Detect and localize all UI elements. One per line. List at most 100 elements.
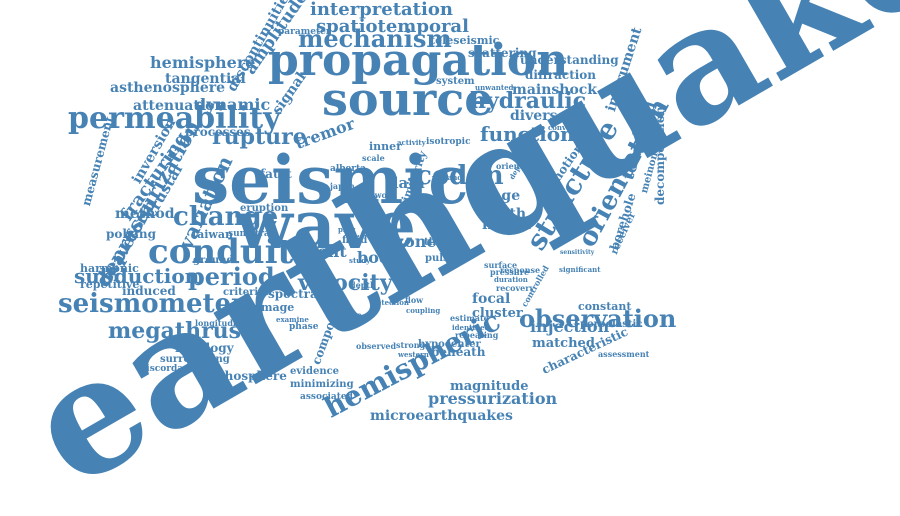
word-identified: identified (452, 323, 490, 333)
word-volcano: volcano (432, 173, 462, 183)
word-codon: codon (416, 161, 504, 192)
word-station: station (338, 312, 362, 320)
word-associated: associated (300, 391, 353, 402)
word-method: method (115, 205, 175, 222)
word-conduit: conduit (148, 231, 294, 272)
word-period: period (188, 261, 275, 291)
word-time: time (424, 237, 450, 248)
word-discordant: discordant (140, 363, 194, 374)
word-cluster: cluster (472, 305, 523, 321)
word-surface: surface (484, 259, 518, 270)
word-mainshock: mainshock (512, 81, 598, 98)
word-event: event (298, 242, 347, 262)
word-lithosphere: lithosphere (210, 369, 287, 384)
word-hypocenter: hypocenter (418, 339, 481, 350)
word-rheology: rheology (175, 341, 234, 356)
word-core: core (417, 201, 442, 212)
word-pressure: pressure (490, 266, 530, 277)
word-change: change (173, 202, 279, 233)
word-activity: activity (397, 138, 426, 148)
word-surrounding: surrounding (160, 354, 230, 365)
word-diffraction: diffraction (525, 68, 597, 83)
word-focal: focal (472, 290, 511, 307)
word-examine: examine (276, 315, 309, 325)
word-stage: stage (478, 187, 521, 204)
word-wave: wave (236, 186, 416, 265)
word-injection: injection (530, 317, 610, 337)
word-assessment: assessment (598, 348, 650, 359)
word-response: response (500, 264, 541, 275)
word-converted: converted (548, 123, 587, 133)
word-eruption: eruption (240, 203, 289, 214)
word-observed: observed (356, 340, 397, 351)
word-repeating: repeating (455, 329, 499, 340)
word-alberta: alberta (330, 163, 366, 174)
word-mechanism: mechanism (298, 23, 452, 53)
word-understanding: understanding (520, 53, 619, 68)
word-duration: duration (494, 275, 528, 285)
word-seismometer: seismometer (58, 289, 245, 320)
word-asthenosphere: asthenosphere (110, 79, 226, 96)
word-function: function (480, 122, 575, 146)
word-data: data (388, 174, 425, 192)
word-scattering: scattering (468, 46, 537, 61)
word-tangential: tangential (165, 70, 246, 87)
word-phase: phase (289, 321, 319, 332)
word-propagation: propagation (268, 34, 569, 86)
word-spatiotemporal: spatiotemporal (316, 15, 469, 37)
word-flow: flow (405, 294, 424, 305)
word-creek: creek (430, 224, 458, 235)
word-harmonic: harmonic (80, 262, 139, 276)
word-beneath: beneath (431, 345, 486, 360)
word-isotropic: isotropic (426, 136, 471, 147)
word-ground: ground (193, 255, 234, 266)
word-result: result (334, 317, 361, 328)
word-repetitive: repetitive (80, 278, 140, 292)
word-earth: earth (484, 205, 526, 222)
word-longitudinal: longitudinal (195, 317, 251, 328)
word-strong: strong (396, 339, 426, 350)
word-teleseismic: teleseismic (430, 34, 500, 48)
word-pulse: pulse (425, 253, 456, 264)
word-evidence: evidence (290, 366, 340, 377)
word-oriented: oriented (496, 160, 534, 171)
word-matched: matched (532, 335, 595, 351)
word-processes: processes (185, 125, 251, 140)
word-japan: japan (330, 180, 355, 191)
word-magnitude: magnitude (450, 378, 529, 394)
word-western: western (398, 350, 429, 360)
word-minimizing: minimizing (290, 379, 354, 390)
word-source: source (322, 72, 494, 127)
word-hydraulic: hydraulic (470, 88, 587, 115)
word-constant: constant (578, 300, 632, 314)
word-pohang: pohang (106, 227, 157, 242)
word-detection: detection (372, 298, 409, 308)
word-criterion: criterion (223, 287, 273, 298)
word-pressurization: pressurization (428, 389, 558, 409)
word-coupling: coupling (406, 306, 441, 316)
word-fault: fault (260, 167, 292, 182)
word-dynamic: dynamic (195, 95, 271, 115)
word-sensitivity: sensitivity (560, 249, 595, 257)
word-observation: observation (519, 303, 677, 333)
word-attenuation: attenuation (133, 97, 225, 114)
word-spectral: spectral (268, 287, 323, 302)
word-unwanted: unwanted (475, 83, 514, 93)
word-megathrust: megathrust (108, 318, 252, 345)
word-significant: significant (559, 265, 601, 275)
word-damage: damage (246, 301, 295, 315)
word-body: body (357, 248, 400, 268)
word-poroelastic: poroelastic (580, 319, 643, 330)
word-diverse: diverse (510, 107, 567, 124)
word-estimate: estimate (450, 312, 489, 323)
word-depth: depth (350, 279, 376, 290)
word-fluid: fluid (342, 235, 368, 246)
word-subduction: subduction (74, 264, 200, 288)
word-network: network (360, 189, 397, 200)
word-zone: zone (395, 232, 437, 252)
word-scale: scale (362, 152, 385, 163)
word-induced: induced (122, 284, 176, 299)
word-taiwan: taiwan (192, 228, 233, 242)
word-permeability: permeability (68, 101, 281, 136)
